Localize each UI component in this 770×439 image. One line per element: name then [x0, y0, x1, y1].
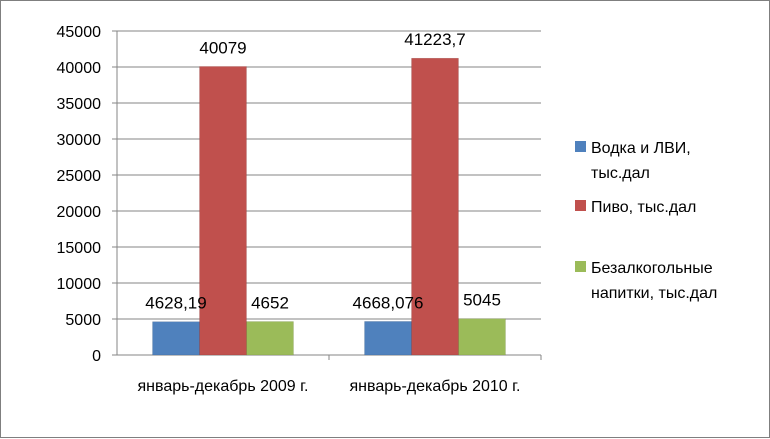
y-tick-label: 35000	[57, 96, 102, 113]
y-tick-label: 30000	[57, 132, 102, 149]
legend: Водка и ЛВИ, тыс.дал Пиво, тыс.дал Безалког…	[575, 140, 717, 302]
y-tick-label: 25000	[57, 168, 102, 185]
bar	[411, 57, 459, 356]
y-tick-label: 15000	[57, 240, 102, 257]
y-tick-label: 0	[92, 348, 101, 365]
data-label: 41223,7	[404, 30, 465, 49]
data-label: 5045	[463, 291, 501, 310]
y-tick-label: 5000	[65, 312, 101, 329]
x-category-label: январь-декабрь 2009 г.	[138, 378, 309, 395]
legend-label: Пиво, тыс.дал	[591, 199, 696, 216]
data-label: 4668,076	[353, 293, 424, 312]
bar	[152, 321, 200, 356]
data-label: 4628,19	[145, 294, 206, 313]
data-label: 4652	[251, 294, 289, 313]
y-tick-label: 45000	[57, 24, 102, 41]
bar	[364, 321, 412, 356]
legend-label: Безалкогольные	[591, 260, 713, 277]
legend-swatch	[575, 200, 586, 211]
axes: 0 5000 10000 15000 20000 25000 30000 35000 40000…	[57, 24, 542, 395]
y-tick-label: 40000	[57, 60, 102, 77]
bar	[458, 318, 506, 356]
y-tick-label: 20000	[57, 204, 102, 221]
legend-swatch	[575, 261, 586, 272]
gridlines	[117, 30, 541, 320]
x-category-label: январь-декабрь 2010 г.	[350, 378, 521, 395]
data-label: 40079	[199, 38, 246, 57]
y-tick-label: 10000	[57, 276, 102, 293]
bars	[152, 57, 506, 356]
legend-label: Водка и ЛВИ,	[591, 140, 691, 157]
legend-swatch	[575, 141, 586, 152]
bar	[199, 66, 247, 356]
bar	[246, 321, 294, 356]
legend-label: напитки, тыс.дал	[591, 285, 717, 302]
data-labels: 4628,19 40079 4652 4668,076 41223,7 5045	[145, 30, 501, 312]
legend-label: тыс.дал	[591, 165, 650, 182]
